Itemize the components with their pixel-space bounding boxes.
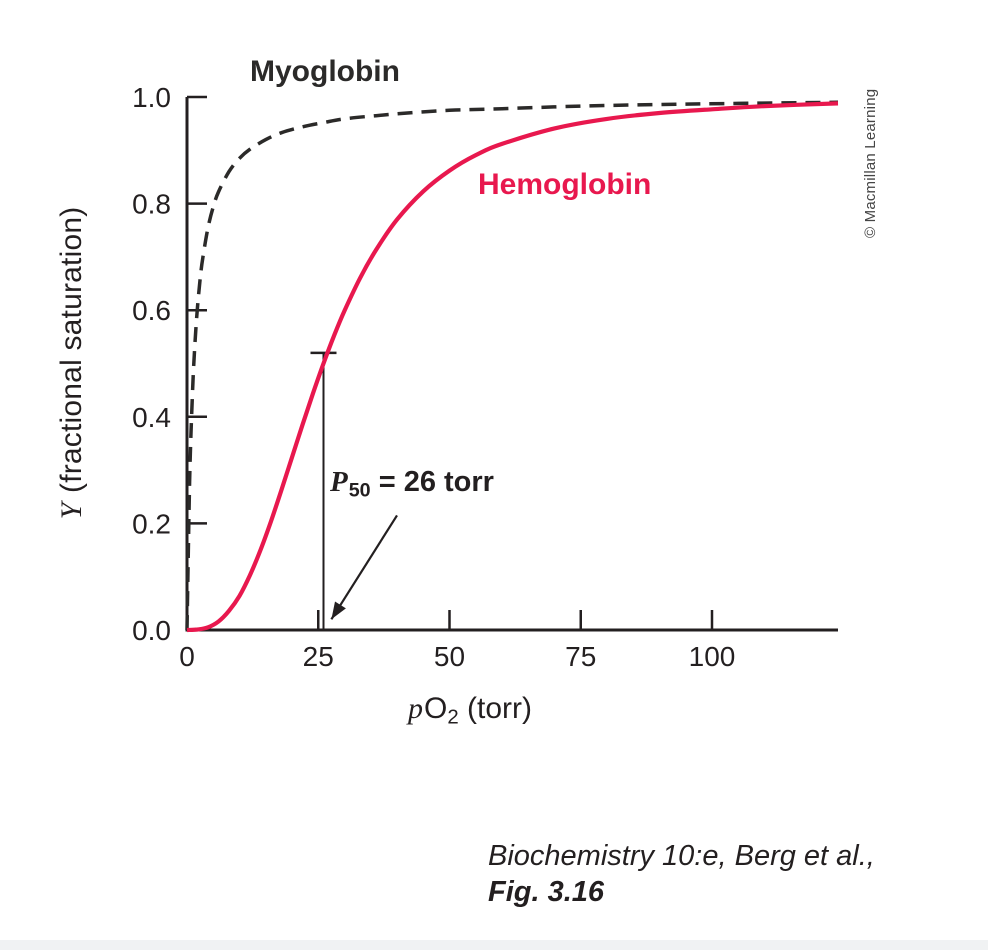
svg-text:0.0: 0.0 (132, 615, 171, 646)
p50-annotation: P50 = 26 torr (330, 466, 494, 503)
svg-text:0.4: 0.4 (132, 402, 171, 433)
y-axis-label: Y (fractional saturation) (55, 207, 89, 520)
bottom-strip (0, 940, 988, 950)
x-axis-label-subscript: 2 (447, 706, 459, 729)
figure-caption: Biochemistry 10:e, Berg et al., Fig. 3.1… (488, 838, 875, 910)
p50-subscript: 50 (348, 479, 371, 502)
x-axis-label: pO2 (torr) (408, 692, 532, 730)
svg-text:0.8: 0.8 (132, 189, 171, 220)
y-axis-label-symbol: Y (55, 502, 88, 520)
x-axis-label-symbol: p (407, 692, 423, 725)
svg-text:100: 100 (689, 641, 736, 672)
chart-area: 0 25 50 75 100 0.0 0.2 0.4 0.6 0.8 1.0 Y (fraction… (55, 55, 879, 730)
caption-source: Biochemistry 10:e, Berg et al., (488, 840, 875, 872)
hemoglobin-curve-label: Hemoglobin (478, 168, 652, 201)
svg-text:0.2: 0.2 (132, 508, 171, 539)
oxygen-binding-curves-plot: 0 25 50 75 100 0.0 0.2 0.4 0.6 0.8 1.0 (132, 82, 839, 672)
svg-text:25: 25 (303, 641, 334, 672)
svg-text:75: 75 (565, 641, 596, 672)
myoglobin-curve-label: Myoglobin (250, 55, 400, 88)
p50-value-text: = 26 torr (370, 466, 494, 498)
svg-text:0.6: 0.6 (132, 295, 171, 326)
caption-figure-number: Fig. 3.16 (488, 876, 605, 908)
svg-text:0: 0 (179, 641, 195, 672)
y-axis-label-text: (fractional saturation) (55, 206, 88, 502)
x-axis-label-element: O (423, 692, 448, 725)
p50-symbol: P (330, 466, 348, 498)
macmillan-credit: © Macmillan Learning (862, 88, 879, 238)
x-axis-label-unit: (torr) (458, 692, 533, 725)
svg-text:50: 50 (434, 641, 465, 672)
svg-text:1.0: 1.0 (132, 82, 171, 113)
